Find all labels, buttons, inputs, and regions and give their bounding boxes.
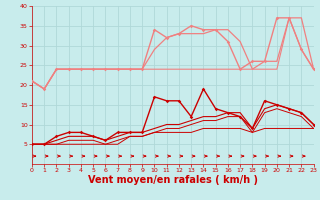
X-axis label: Vent moyen/en rafales ( km/h ): Vent moyen/en rafales ( km/h ): [88, 175, 258, 185]
